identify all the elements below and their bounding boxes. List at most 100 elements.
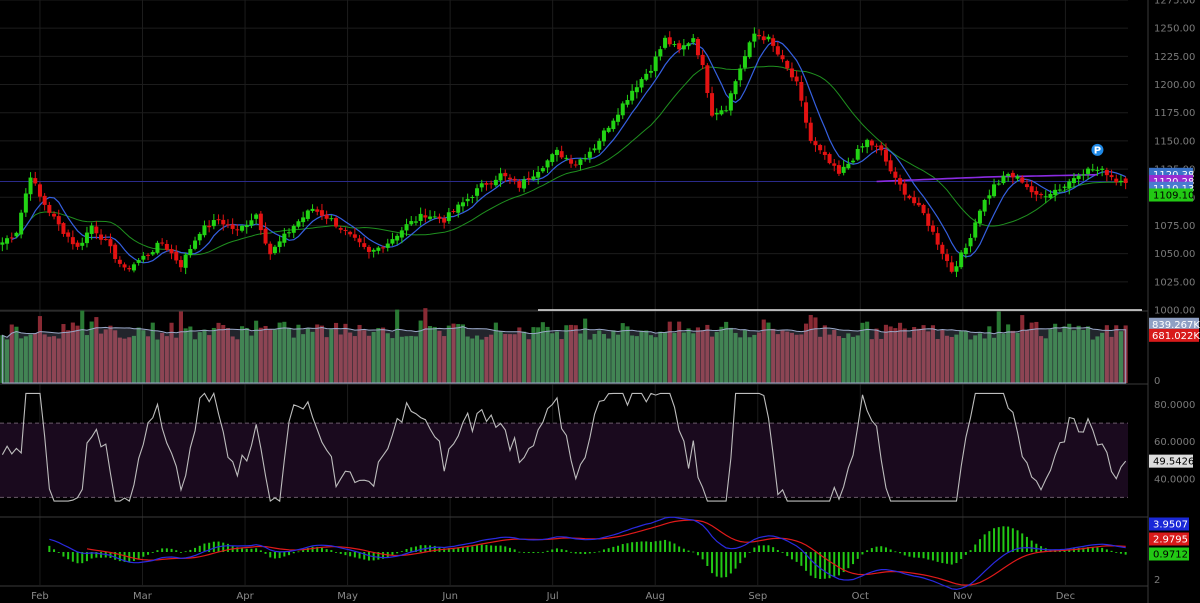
macd-histogram-bar [856, 552, 859, 559]
volume-bar [122, 338, 127, 383]
volume-bar [1034, 321, 1039, 383]
candle-body [686, 43, 691, 47]
volume-bar [52, 336, 57, 383]
candle-body [287, 232, 292, 234]
candle-body [1057, 189, 1062, 191]
macd-histogram-bar [222, 542, 225, 552]
volume-bar [526, 339, 531, 383]
volume-bar [794, 334, 799, 383]
macd-histogram-bar [480, 544, 483, 552]
candle-body [465, 198, 470, 202]
macd-tag-label: 0.9712 [1153, 550, 1188, 561]
macd-histogram-bar [711, 552, 714, 574]
volume-bar [141, 330, 146, 383]
volume-bar [620, 323, 625, 383]
macd-histogram-bar [353, 552, 356, 558]
volume-bar [658, 331, 663, 383]
macd-histogram-bar [565, 550, 568, 552]
macd-histogram-bar [809, 552, 812, 576]
macd-histogram-bar [1082, 547, 1085, 552]
month-label: Nov [953, 591, 973, 602]
candle-body [691, 38, 696, 43]
candle-body [197, 233, 202, 241]
candle-body [268, 243, 273, 255]
volume-bar [747, 337, 752, 383]
candle-body [23, 193, 28, 213]
candle-body [390, 239, 395, 244]
macd-histogram-bar [682, 548, 685, 552]
volume-bar [1039, 336, 1044, 383]
candle-body [66, 232, 71, 237]
volume-bar [832, 329, 837, 383]
macd-histogram-bar [978, 539, 981, 552]
volume-bar [1076, 325, 1081, 383]
macd-histogram-bar [452, 548, 455, 552]
macd-histogram-bar [179, 552, 182, 553]
macd-histogram-bar [67, 552, 70, 560]
macd-histogram-bar [800, 552, 803, 566]
candle-body [1053, 189, 1058, 195]
candle-body [930, 225, 935, 232]
macd-histogram-bar [936, 552, 939, 562]
candle-body [108, 239, 113, 247]
macd-histogram-bar [795, 552, 798, 562]
volume-bar [564, 325, 569, 383]
macd-histogram-bar [504, 546, 507, 552]
volume-bar [940, 329, 945, 383]
candle-body [296, 221, 301, 227]
macd-histogram-bar [588, 552, 591, 554]
volume-bar [738, 337, 743, 383]
candle-body [935, 233, 940, 245]
candle-body [28, 177, 33, 195]
candle-body [583, 157, 588, 160]
candle-body [404, 224, 409, 231]
volume-bar [522, 331, 527, 383]
volume-bar [653, 337, 658, 383]
candle-body [19, 212, 24, 235]
volume-bar [272, 329, 277, 383]
price-tick-label: 1250.00 [1154, 24, 1195, 35]
volume-bar [926, 331, 931, 383]
volume-bar [418, 320, 423, 383]
volume-bar [150, 322, 155, 383]
macd-histogram-bar [903, 552, 906, 556]
candle-body [9, 237, 14, 239]
macd-tag [1149, 517, 1189, 531]
volume-bar [836, 336, 841, 383]
macd-histogram-bar [53, 549, 56, 552]
volume-bar [742, 330, 747, 383]
candle-body [211, 220, 216, 227]
volume-bar [277, 322, 282, 383]
volume-bar [9, 324, 14, 383]
macd-histogram-bar [701, 552, 704, 560]
macd-histogram-bar [842, 552, 845, 573]
volume-tag [1149, 317, 1199, 331]
macd-histogram-bar [273, 552, 276, 559]
candle-body [818, 145, 823, 151]
macd-histogram-bar [837, 552, 840, 576]
volume-bar [70, 322, 75, 383]
macd-tag-label: 3.9507 [1153, 520, 1188, 531]
volume-bar [724, 321, 729, 383]
volume-bar [423, 308, 428, 383]
volume-bar [1114, 325, 1119, 383]
volume-bar [846, 333, 851, 383]
macd-histogram-bar [673, 543, 676, 552]
candle-body [432, 216, 437, 218]
macd-histogram-bar [490, 545, 493, 552]
macd-histogram-bar [960, 552, 963, 560]
macd-histogram-bar [194, 547, 197, 552]
macd-histogram-bar [941, 552, 944, 564]
volume-bar [710, 336, 715, 383]
candle-body [522, 179, 527, 189]
macd-histogram-bar [772, 547, 775, 552]
macd-histogram-bar [189, 549, 192, 552]
volume-bar [1053, 323, 1058, 383]
candle-body [893, 171, 898, 178]
candle-body [1015, 176, 1020, 179]
candle-body [1006, 174, 1011, 177]
macd-histogram-bar [142, 552, 145, 557]
macd-histogram-bar [269, 552, 272, 558]
